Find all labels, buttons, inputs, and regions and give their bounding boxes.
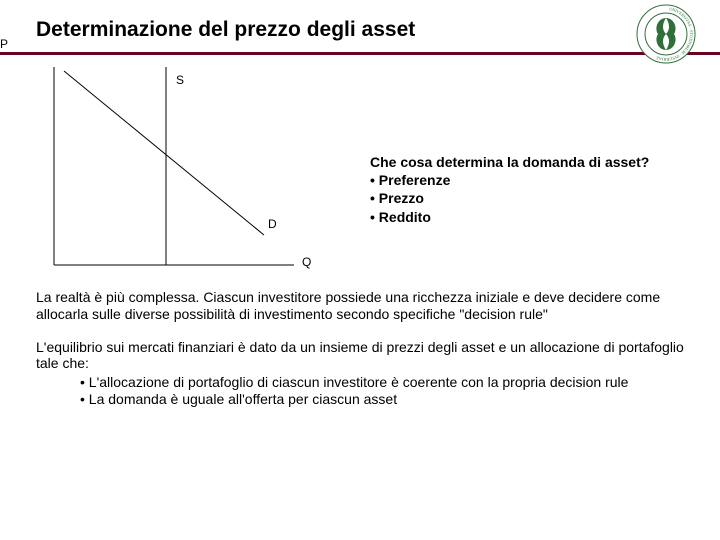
paragraph-1: La realtà è più complessa. Ciascun inves…: [36, 289, 684, 323]
side-question: Che cosa determina la domanda di asset?: [370, 153, 690, 171]
supply-demand-chart: S D Q: [36, 67, 324, 283]
side-question-block: Che cosa determina la domanda di asset? …: [370, 153, 690, 226]
side-bullet: • Preferenze: [370, 171, 690, 189]
axis-label-p: P: [0, 37, 8, 51]
supply-label: S: [176, 73, 184, 87]
paragraph-2: L'equilibrio sui mercati finanziari è da…: [36, 339, 684, 373]
axis-label-q: Q: [302, 255, 311, 269]
sub-bullet: • La domanda è uguale all'offerta per ci…: [80, 391, 684, 408]
side-bullet: • Reddito: [370, 208, 690, 226]
demand-label: D: [268, 217, 277, 231]
sub-bullet: • L'allocazione di portafoglio di ciascu…: [80, 374, 684, 391]
sub-bullet-list: • L'allocazione di portafoglio di ciascu…: [36, 374, 684, 408]
side-bullet: • Prezzo: [370, 189, 690, 207]
page-title: Determinazione del prezzo degli asset: [0, 0, 720, 46]
